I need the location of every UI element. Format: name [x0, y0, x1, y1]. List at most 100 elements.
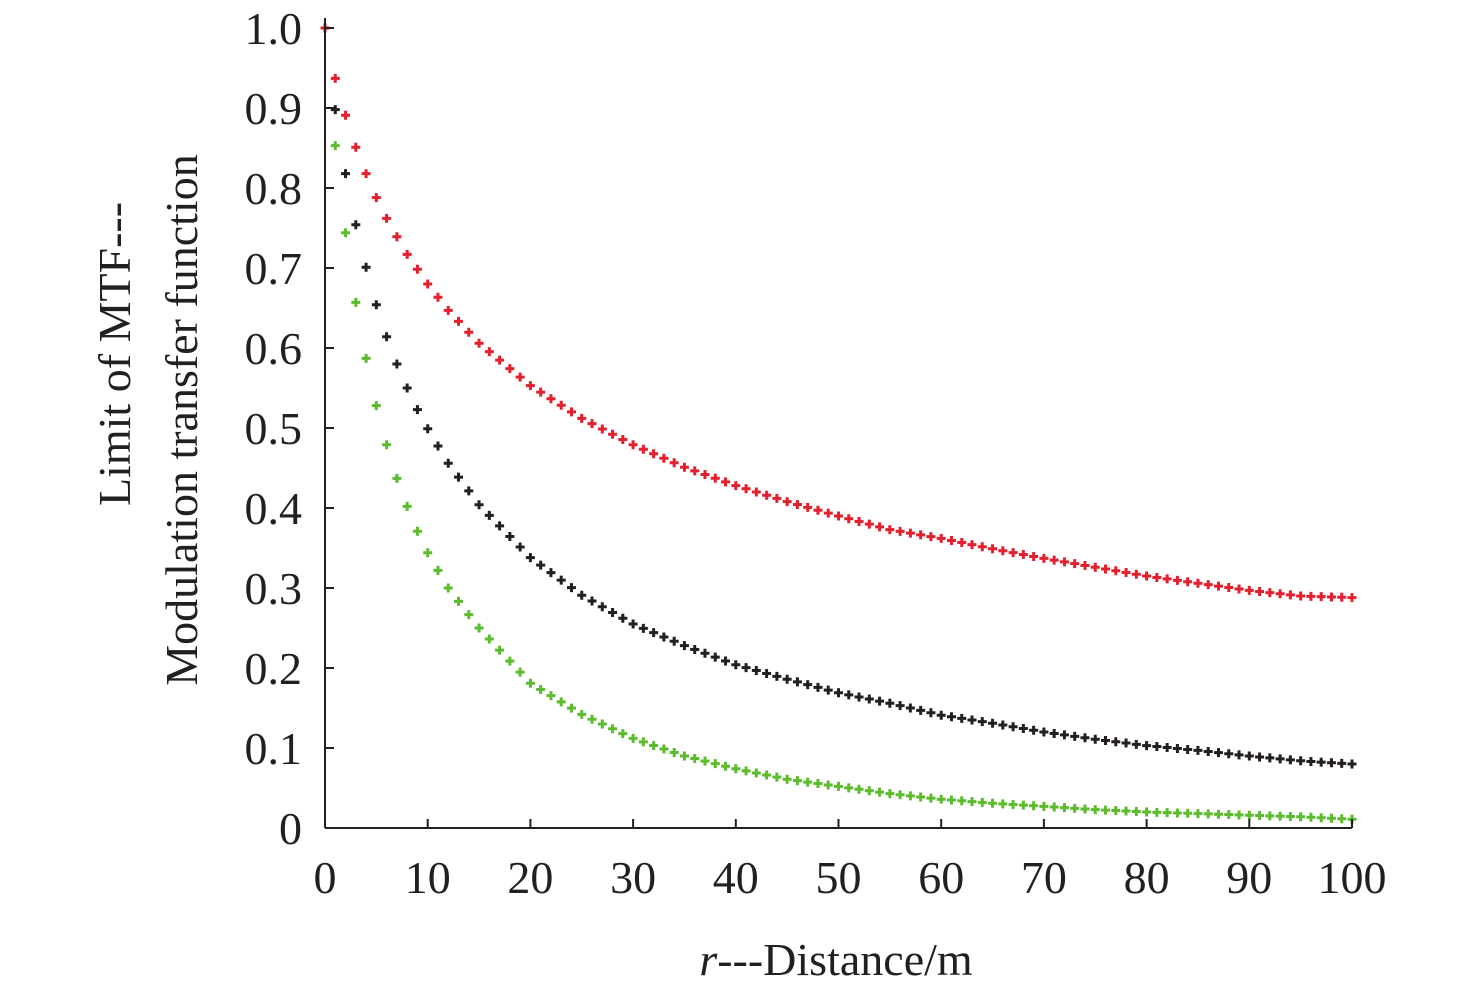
y-tick-label: 0.2 — [245, 643, 303, 694]
y-axis-ticks: 0 0.1 0.2 0.3 0.4 0.5 0.6 0.7 0.8 0.9 1.0 — [245, 3, 334, 854]
data-point — [1296, 756, 1306, 766]
x-axis-title: r---Distance/m — [699, 934, 973, 985]
data-point — [361, 169, 371, 179]
data-point — [423, 279, 433, 289]
data-point — [803, 680, 813, 690]
data-point — [412, 526, 422, 536]
data-point — [844, 783, 854, 793]
y-tick-label: 1.0 — [245, 3, 303, 54]
x-tick-label: 10 — [405, 852, 451, 903]
data-point — [1285, 811, 1295, 821]
data-point — [649, 449, 659, 459]
data-point — [669, 458, 679, 468]
data-point — [649, 740, 659, 750]
data-point — [1213, 581, 1223, 591]
data-point — [597, 602, 607, 612]
series-1 — [320, 23, 1357, 603]
data-point — [1172, 575, 1182, 585]
data-point — [412, 264, 422, 274]
data-point — [1070, 559, 1080, 569]
data-point — [341, 110, 351, 120]
data-point — [936, 710, 946, 720]
data-point — [1090, 562, 1100, 572]
data-point — [916, 705, 926, 715]
data-point — [402, 249, 412, 259]
data-point — [854, 516, 864, 526]
data-point — [597, 424, 607, 434]
data-point — [1203, 747, 1213, 757]
y-tick-label: 0 — [279, 803, 302, 854]
data-point — [525, 678, 535, 688]
data-point — [1275, 811, 1285, 821]
data-point — [1080, 804, 1090, 814]
data-point — [1090, 734, 1100, 744]
data-point — [618, 435, 628, 445]
data-point — [1059, 557, 1069, 567]
x-tick-label: 30 — [610, 852, 656, 903]
data-point — [834, 511, 843, 521]
data-point — [556, 400, 566, 410]
data-point — [926, 532, 936, 542]
data-point — [1090, 805, 1100, 815]
data-point — [484, 347, 494, 357]
data-point — [946, 535, 956, 545]
data-point — [762, 490, 772, 500]
data-point — [1193, 578, 1203, 588]
data-point — [905, 703, 915, 713]
data-point — [1049, 555, 1059, 565]
data-point — [536, 560, 546, 570]
data-point — [1172, 743, 1182, 753]
data-point — [1152, 807, 1162, 817]
data-point — [1111, 806, 1121, 816]
data-point — [751, 487, 761, 497]
data-point — [1142, 571, 1152, 581]
data-point — [782, 497, 792, 507]
data-point — [454, 472, 464, 482]
data-point — [731, 764, 741, 774]
data-point — [1244, 810, 1254, 820]
data-point — [813, 682, 823, 692]
data-point — [371, 401, 381, 411]
data-point — [1275, 589, 1285, 599]
data-point — [885, 698, 895, 708]
data-point — [1285, 755, 1295, 765]
data-point — [1049, 728, 1059, 738]
data-point — [566, 407, 576, 417]
data-point — [402, 501, 412, 511]
data-point — [1101, 564, 1111, 574]
data-point — [803, 502, 813, 512]
data-point — [382, 332, 392, 342]
data-point — [536, 387, 546, 397]
x-tick-label: 50 — [816, 852, 862, 903]
data-point — [1337, 592, 1347, 602]
data-point — [864, 519, 874, 529]
data-point — [1131, 569, 1141, 579]
data-point — [721, 656, 731, 666]
data-point — [1326, 813, 1336, 823]
data-point — [1244, 585, 1254, 595]
data-point — [875, 787, 885, 797]
data-point — [495, 355, 505, 365]
data-point — [454, 596, 464, 606]
data-point — [895, 790, 905, 800]
data-point — [474, 623, 484, 633]
data-point — [525, 553, 535, 563]
data-point — [587, 419, 597, 429]
data-point — [1296, 812, 1306, 822]
data-point — [844, 514, 854, 524]
data-point — [721, 761, 731, 771]
data-point — [1152, 572, 1162, 582]
data-point — [351, 220, 361, 230]
data-point — [628, 619, 638, 629]
data-point — [1224, 810, 1234, 820]
data-point — [484, 510, 494, 520]
data-point — [1152, 742, 1162, 752]
data-point — [957, 713, 967, 723]
data-point — [669, 636, 679, 646]
data-point — [803, 777, 813, 787]
data-point — [751, 666, 761, 676]
data-point — [895, 701, 905, 711]
data-point — [1131, 807, 1141, 817]
y-tick-label: 0.9 — [245, 83, 303, 134]
